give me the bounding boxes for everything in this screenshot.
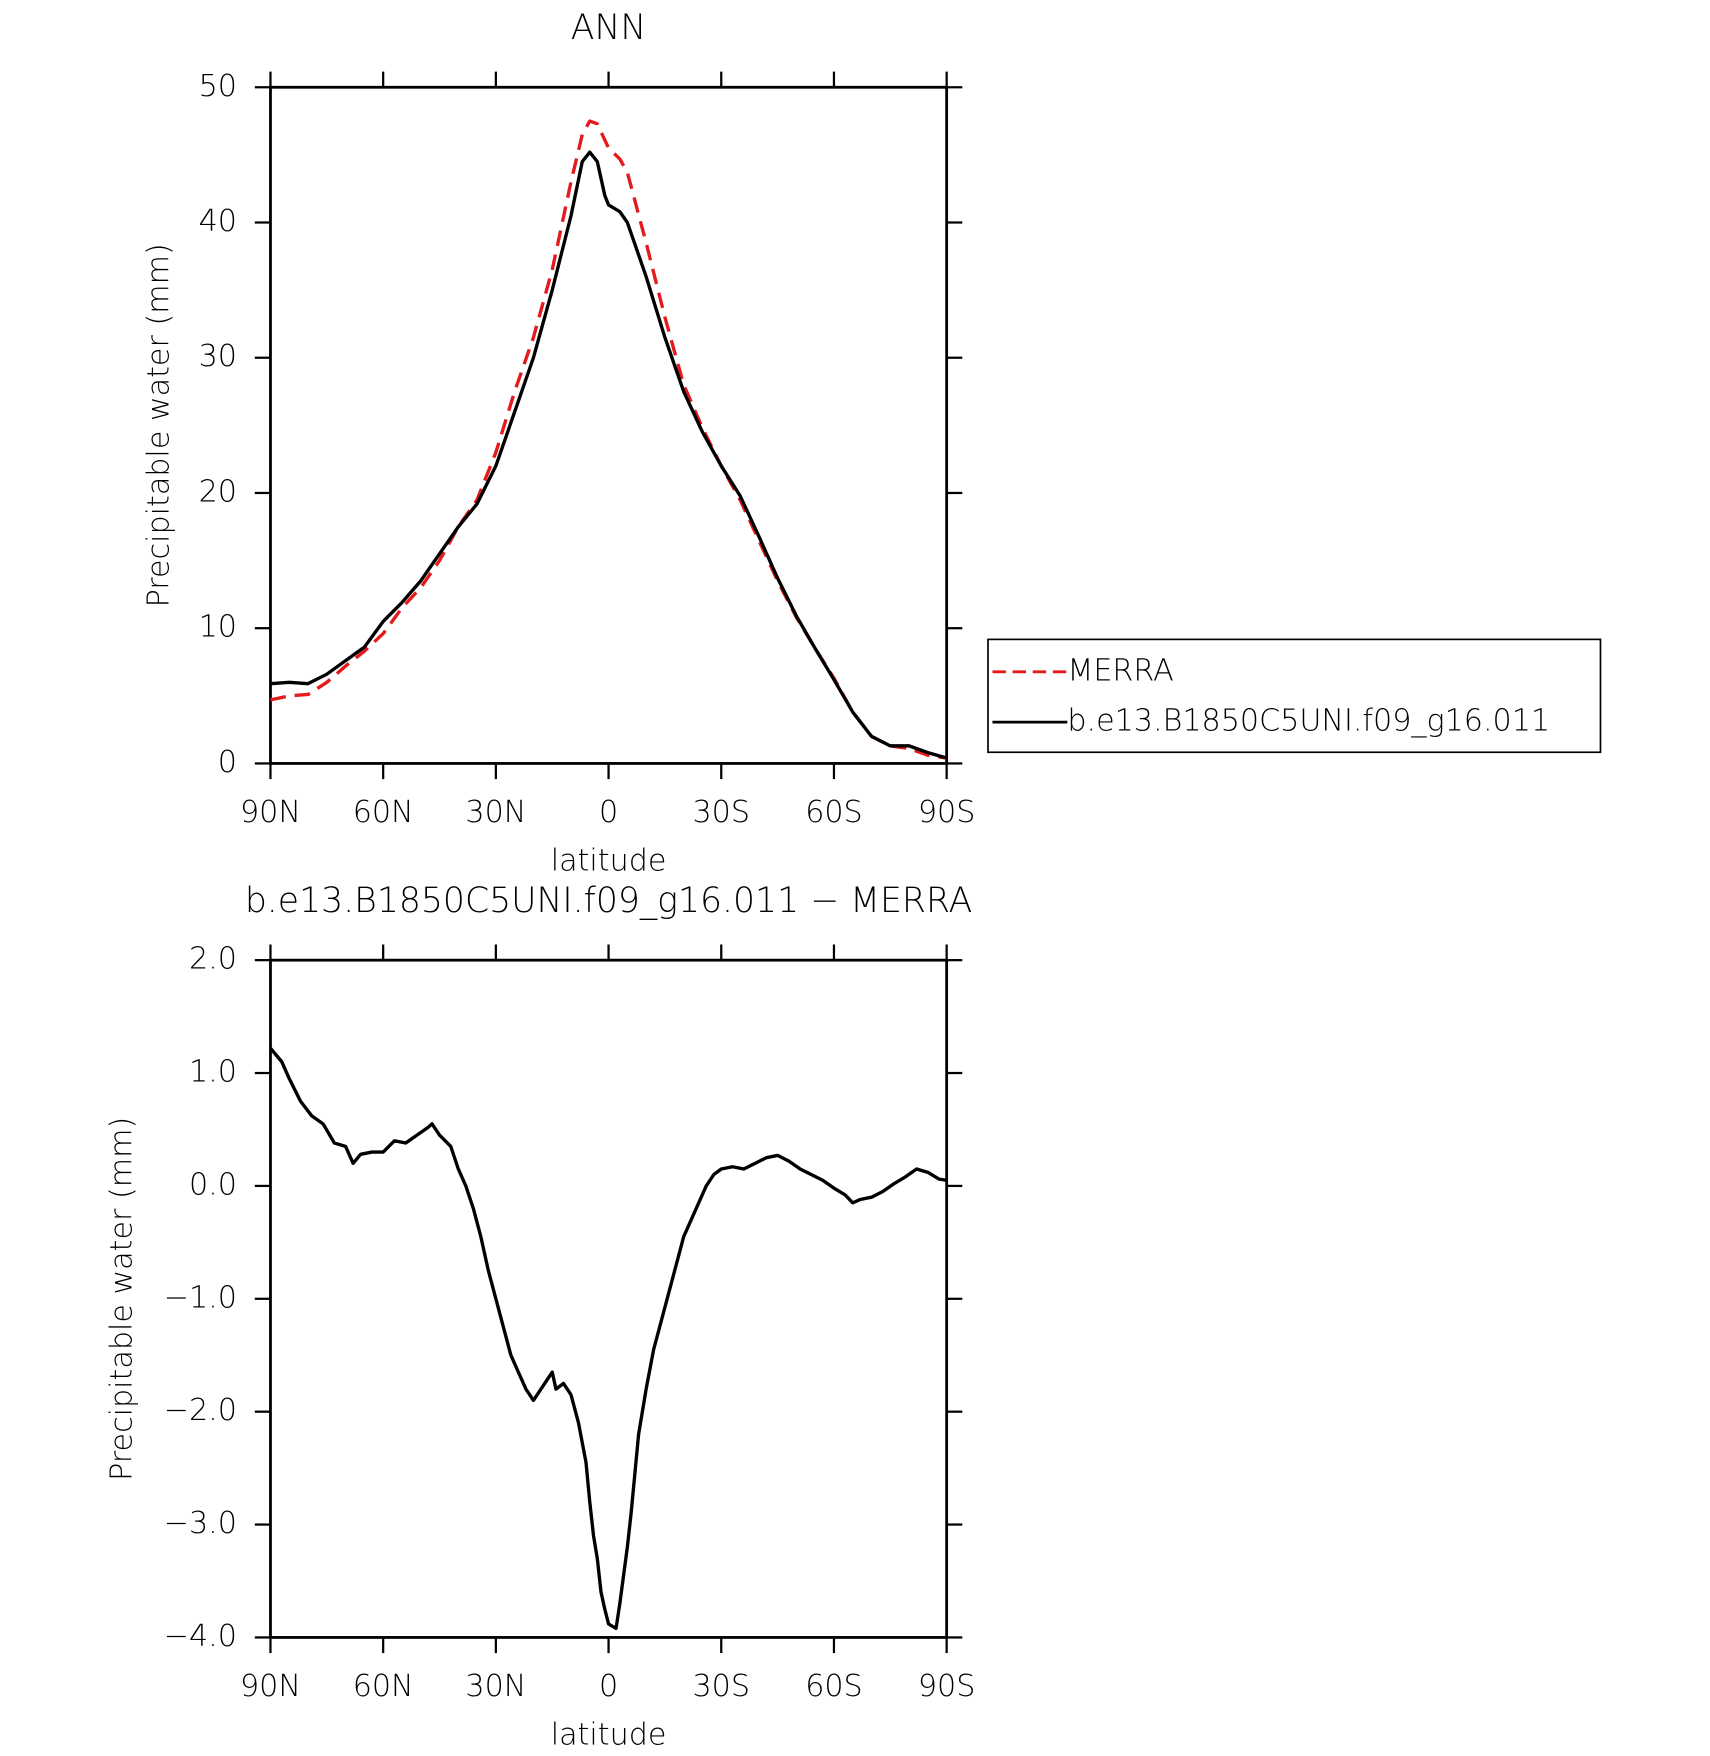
chart-title: ANN xyxy=(571,8,647,48)
chart-title: b.e13.B1850C5UNI.f09_g16.011 − MERRA xyxy=(245,881,972,921)
x-tick-label: 60S xyxy=(805,795,863,830)
legend-label: b.e13.B1850C5UNI.f09_g16.011 xyxy=(1067,704,1550,739)
x-tick-label: 90N xyxy=(240,1669,301,1704)
series-line xyxy=(270,119,947,760)
y-tick-label: −1.0 xyxy=(164,1280,237,1315)
y-tick-label: 30 xyxy=(199,339,237,374)
plot-frame xyxy=(269,958,949,1639)
y-tick-label: 0 xyxy=(218,745,237,780)
legend-label: MERRA xyxy=(1067,653,1173,688)
y-tick-label: 40 xyxy=(199,204,237,239)
y-tick-label: −2.0 xyxy=(164,1393,237,1428)
x-tick-label: 30N xyxy=(465,795,526,830)
x-tick-label: 60N xyxy=(353,1669,414,1704)
x-tick-label: 60S xyxy=(805,1669,863,1704)
series-line xyxy=(269,1047,947,1631)
legend-box xyxy=(987,638,1602,754)
y-tick-label: −4.0 xyxy=(164,1619,237,1654)
x-tick-label: 0 xyxy=(599,795,618,830)
y-tick-label: 20 xyxy=(199,474,237,509)
series-line xyxy=(270,150,948,760)
y-tick-label: 2.0 xyxy=(189,942,237,977)
x-tick-label: 30S xyxy=(692,1669,750,1704)
y-tick-label: 1.0 xyxy=(189,1055,237,1090)
x-tick-label: 30S xyxy=(692,795,750,830)
y-tick-label: 10 xyxy=(199,610,237,645)
x-tick-label: 0 xyxy=(599,1669,618,1704)
x-tick-label: 60N xyxy=(353,795,414,830)
y-tick-label: 0.0 xyxy=(189,1167,237,1202)
y-axis-label: Precipitable water (mm) xyxy=(141,243,176,607)
x-tick-label: 90N xyxy=(240,795,301,830)
y-tick-label: −3.0 xyxy=(164,1506,237,1541)
x-tick-label: 30N xyxy=(465,1669,526,1704)
x-axis-label: latitude xyxy=(551,1717,667,1752)
x-axis-label: latitude xyxy=(551,843,667,878)
y-tick-label: 50 xyxy=(199,69,237,104)
x-tick-label: 90S xyxy=(918,795,976,830)
x-tick-label: 90S xyxy=(918,1669,976,1704)
y-axis-label: Precipitable water (mm) xyxy=(104,1117,139,1481)
plot-frame xyxy=(269,85,949,765)
